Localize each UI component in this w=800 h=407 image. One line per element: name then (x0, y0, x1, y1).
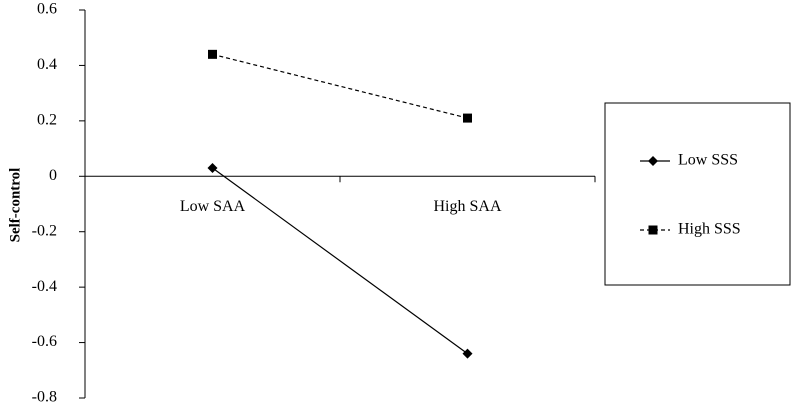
x-tick-label: Low SAA (180, 198, 246, 215)
y-tick-label: 0 (49, 167, 57, 184)
legend-box (604, 102, 791, 286)
y-tick-label: -0.6 (32, 333, 57, 350)
legend-label: High SSS (678, 221, 741, 238)
y-axis-label: Self-control (7, 168, 23, 243)
marker (462, 348, 473, 359)
series-line (212, 167, 468, 355)
marker (207, 162, 218, 173)
y-tick-label: -0.2 (32, 222, 57, 239)
legend-label: Low SSS (678, 152, 738, 169)
x-tick-label: High SAA (433, 198, 501, 215)
y-tick-label: 0.2 (37, 112, 57, 129)
y-tick-label: -0.4 (32, 278, 57, 295)
y-tick-label: -0.8 (32, 389, 57, 406)
y-tick-label: 0.6 (37, 1, 57, 18)
y-tick-label: 0.4 (37, 56, 57, 73)
series-line (212, 53, 468, 119)
marker (463, 113, 472, 123)
marker (208, 49, 217, 59)
marker (648, 225, 658, 235)
marker (648, 156, 658, 166)
